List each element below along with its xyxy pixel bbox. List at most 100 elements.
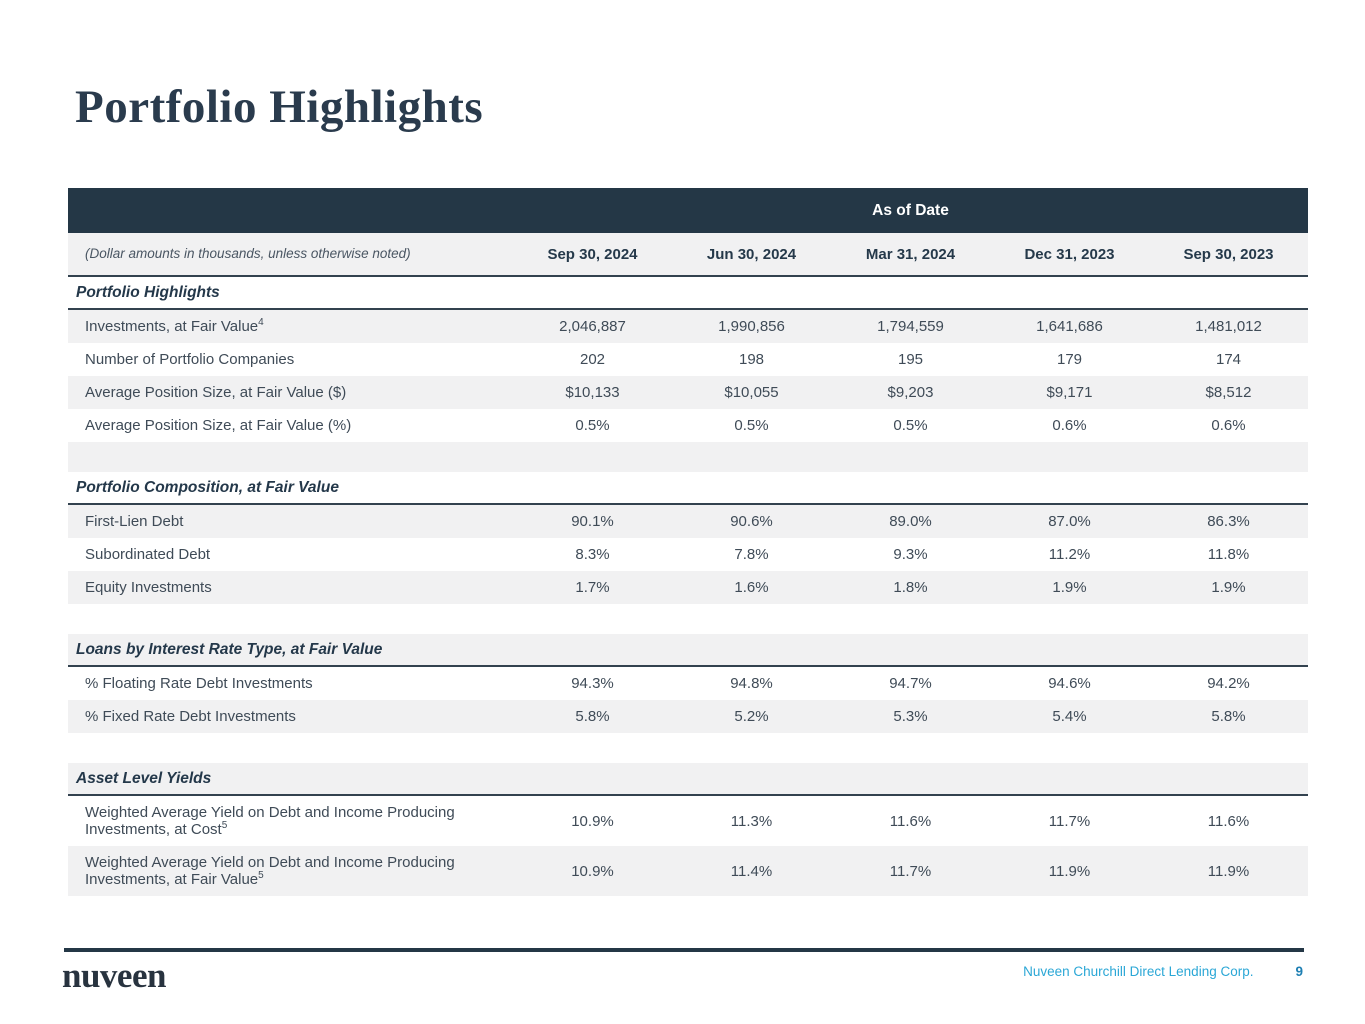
row-label: Weighted Average Yield on Debt and Incom… (85, 803, 455, 838)
cell-value: 11.9% (1048, 862, 1091, 880)
cell-value: 198 (738, 351, 765, 368)
cell-value: 5.4% (1052, 708, 1087, 725)
cell-value: 1,641,686 (1036, 318, 1103, 335)
row-label: Weighted Average Yield on Debt and Incom… (85, 853, 455, 888)
section-header-portfolio-composition: Portfolio Composition, at Fair Value (68, 472, 1308, 505)
cell-value: 1.7% (575, 579, 610, 596)
table-row: Investments, at Fair Value4 2,046,887 1,… (68, 310, 1308, 343)
row-label: First-Lien Debt (85, 512, 184, 530)
row-label: % Fixed Rate Debt Investments (85, 707, 296, 725)
cell-value: 5.8% (1211, 708, 1246, 725)
cell-value: 195 (897, 351, 924, 368)
cell-value: 1,990,856 (718, 318, 785, 335)
cell-value: 5.8% (575, 708, 610, 725)
cell-value: 8.3% (575, 546, 610, 563)
cell-value: 1.6% (734, 579, 769, 596)
section-header-loans-by-interest-rate-type: Loans by Interest Rate Type, at Fair Val… (68, 634, 1308, 667)
row-label: % Floating Rate Debt Investments (85, 674, 313, 692)
footer-divider (64, 948, 1304, 952)
cell-value: $8,512 (1205, 384, 1252, 401)
cell-value: 11.3% (730, 812, 773, 830)
spacer-row (68, 733, 1308, 763)
section-header-asset-level-yields: Asset Level Yields (68, 763, 1308, 796)
cell-value: 94.2% (1207, 675, 1250, 692)
cell-value: 11.9% (1207, 862, 1250, 880)
section-header-portfolio-highlights: Portfolio Highlights (68, 277, 1308, 310)
column-header: Mar 31, 2024 (865, 245, 956, 263)
column-header: Dec 31, 2023 (1024, 245, 1115, 263)
cell-value: 86.3% (1207, 513, 1250, 530)
table-row: First-Lien Debt 90.1% 90.6% 89.0% 87.0% … (68, 505, 1308, 538)
table-row: % Floating Rate Debt Investments 94.3% 9… (68, 667, 1308, 700)
cell-value: 0.6% (1052, 417, 1087, 434)
cell-value: 11.7% (1048, 812, 1091, 830)
table-note: (Dollar amounts in thousands, unless oth… (85, 246, 411, 262)
footnote-ref: 4 (258, 316, 264, 328)
cell-value: 90.6% (730, 513, 773, 530)
row-label: Equity Investments (85, 578, 212, 596)
cell-value: 11.2% (1048, 546, 1091, 563)
portfolio-highlights-table: As of Date (Dollar amounts in thousands,… (68, 188, 1308, 896)
cell-value: 174 (1215, 351, 1242, 368)
cell-value: 1.9% (1052, 579, 1087, 596)
cell-value: 179 (1056, 351, 1083, 368)
cell-value: 94.6% (1048, 675, 1091, 692)
table-banner-row: As of Date (68, 188, 1308, 233)
cell-value: 89.0% (889, 513, 932, 530)
cell-value: 0.5% (893, 417, 928, 434)
cell-value: 90.1% (571, 513, 614, 530)
table-row: Weighted Average Yield on Debt and Incom… (68, 796, 1308, 846)
cell-value: 9.3% (893, 546, 928, 563)
footer-company-name: Nuveen Churchill Direct Lending Corp. (1023, 964, 1254, 979)
cell-value: 87.0% (1048, 513, 1091, 530)
cell-value: 11.7% (889, 862, 932, 880)
column-header: Sep 30, 2024 (547, 245, 638, 263)
cell-value: 11.6% (1207, 812, 1250, 830)
table-row: % Fixed Rate Debt Investments 5.8% 5.2% … (68, 700, 1308, 733)
nuveen-logo: nuveen (62, 956, 166, 995)
cell-value: 5.2% (734, 708, 769, 725)
column-header: Jun 30, 2024 (706, 245, 797, 263)
spacer-row (68, 604, 1308, 634)
table-row: Equity Investments 1.7% 1.6% 1.8% 1.9% 1… (68, 571, 1308, 604)
row-label: Average Position Size, at Fair Value (%) (85, 416, 352, 434)
cell-value: 2,046,887 (559, 318, 626, 335)
column-header-row: (Dollar amounts in thousands, unless oth… (68, 233, 1308, 277)
row-label: Subordinated Debt (85, 545, 211, 563)
spacer-row (68, 442, 1308, 472)
row-label: Investments, at Fair Value4 (85, 316, 264, 335)
column-header: Sep 30, 2023 (1183, 245, 1274, 263)
as-of-date-label: As of Date (872, 201, 949, 219)
table-row: Average Position Size, at Fair Value (%)… (68, 409, 1308, 442)
cell-value: 1,794,559 (877, 318, 944, 335)
cell-value: $9,171 (1046, 384, 1093, 401)
cell-value: 0.5% (734, 417, 769, 434)
cell-value: 7.8% (734, 546, 769, 563)
cell-value: 11.6% (889, 812, 932, 830)
cell-value: 94.3% (571, 675, 614, 692)
cell-value: 10.9% (571, 862, 614, 880)
cell-value: $10,055 (724, 384, 779, 401)
table-row: Average Position Size, at Fair Value ($)… (68, 376, 1308, 409)
row-label: Number of Portfolio Companies (85, 350, 295, 368)
cell-value: 1.9% (1211, 579, 1246, 596)
row-label: Average Position Size, at Fair Value ($) (85, 383, 347, 401)
page-number: 9 (1295, 964, 1303, 979)
footer-right: Nuveen Churchill Direct Lending Corp. 9 (1023, 964, 1303, 979)
table-row: Weighted Average Yield on Debt and Incom… (68, 846, 1308, 896)
footnote-ref: 5 (258, 870, 264, 881)
table-row: Number of Portfolio Companies 202 198 19… (68, 343, 1308, 376)
cell-value: 11.8% (1207, 546, 1250, 563)
cell-value: 202 (579, 351, 606, 368)
cell-value: $10,133 (565, 384, 620, 401)
cell-value: $9,203 (887, 384, 934, 401)
cell-value: 0.5% (575, 417, 610, 434)
cell-value: 94.8% (730, 675, 773, 692)
cell-value: 10.9% (571, 812, 614, 830)
table-row: Subordinated Debt 8.3% 7.8% 9.3% 11.2% 1… (68, 538, 1308, 571)
cell-value: 94.7% (889, 675, 932, 692)
footnote-ref: 5 (221, 820, 228, 831)
cell-value: 1,481,012 (1195, 318, 1262, 335)
page-title: Portfolio Highlights (75, 81, 484, 133)
